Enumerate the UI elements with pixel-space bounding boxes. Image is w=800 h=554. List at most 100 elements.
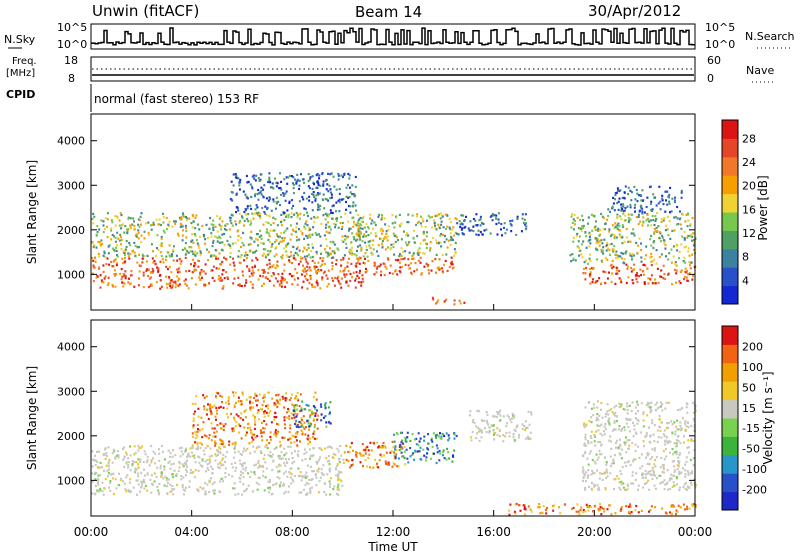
data-cell	[265, 423, 268, 426]
data-cell	[427, 442, 430, 445]
data-cell	[626, 483, 629, 486]
data-cell	[257, 192, 260, 195]
data-cell	[129, 217, 132, 220]
data-cell	[512, 433, 515, 436]
data-cell	[307, 185, 310, 188]
data-cell	[97, 477, 100, 481]
data-cell	[218, 275, 220, 278]
data-cell	[443, 300, 446, 303]
data-cell	[354, 204, 357, 207]
data-cell	[451, 263, 454, 266]
data-cell	[171, 455, 174, 458]
data-cell	[661, 421, 663, 424]
data-cell	[214, 453, 217, 456]
data-cell	[315, 460, 318, 463]
data-cell	[592, 214, 595, 217]
data-cell	[165, 477, 168, 480]
data-cell	[160, 255, 163, 258]
data-cell	[358, 218, 361, 221]
data-cell	[240, 254, 243, 257]
data-cell	[325, 179, 327, 182]
data-cell	[334, 276, 336, 279]
data-cell	[154, 262, 157, 265]
data-cell	[253, 464, 256, 467]
data-cell	[516, 215, 519, 218]
data-cell	[686, 469, 689, 472]
data-cell	[110, 227, 113, 230]
data-cell	[305, 270, 308, 273]
data-cell	[106, 236, 109, 239]
data-cell	[302, 270, 305, 273]
data-cell	[612, 250, 615, 253]
data-cell	[443, 434, 446, 437]
data-cell	[158, 459, 161, 462]
data-cell	[123, 446, 126, 449]
data-cell	[98, 267, 100, 270]
data-cell	[213, 254, 216, 257]
data-cell	[385, 451, 388, 454]
data-cell	[687, 426, 690, 429]
nsearch-tick-bottom: 10^0	[705, 38, 735, 51]
data-cell	[453, 254, 456, 257]
data-cell	[221, 279, 224, 282]
data-cell	[199, 254, 202, 257]
data-cell	[665, 401, 668, 404]
data-cell	[326, 183, 329, 186]
data-cell	[253, 174, 256, 177]
data-cell	[177, 234, 180, 237]
data-cell	[131, 459, 134, 463]
data-cell	[299, 471, 302, 474]
data-cell	[671, 460, 674, 463]
data-cell	[597, 486, 600, 489]
data-cell	[601, 215, 604, 218]
data-cell	[658, 230, 661, 234]
data-cell	[306, 287, 309, 290]
data-cell	[100, 280, 103, 284]
data-cell	[357, 259, 360, 262]
data-cell	[488, 431, 491, 434]
data-cell	[193, 268, 196, 271]
data-cell	[615, 475, 618, 478]
data-cell	[658, 418, 661, 421]
data-cell	[241, 215, 243, 218]
colorbar-segment	[722, 454, 738, 474]
data-cell	[356, 249, 358, 252]
data-cell	[356, 257, 359, 260]
data-cell	[417, 249, 419, 252]
data-cell	[281, 240, 284, 243]
data-cell	[675, 477, 678, 480]
data-cell	[512, 414, 514, 417]
data-cell	[264, 212, 267, 215]
data-cell	[311, 187, 314, 190]
data-cell	[469, 220, 472, 223]
data-cell	[119, 477, 122, 480]
data-cell	[439, 432, 441, 435]
data-cell	[608, 243, 611, 246]
data-cell	[106, 454, 108, 457]
data-cell	[253, 471, 256, 474]
data-cell	[142, 271, 145, 274]
data-cell	[263, 211, 266, 214]
data-cell	[631, 258, 633, 261]
data-cell	[352, 220, 355, 223]
data-cell	[311, 233, 314, 236]
freq-tick-bottom: 8	[68, 72, 75, 85]
data-cell	[278, 463, 280, 466]
data-cell	[301, 400, 304, 403]
data-cell	[327, 421, 330, 424]
data-cell	[384, 223, 387, 226]
data-cell	[291, 403, 294, 406]
data-cell	[668, 252, 671, 255]
data-cell	[579, 508, 582, 512]
data-cell	[186, 455, 189, 459]
data-cell	[296, 391, 299, 395]
data-cell	[327, 252, 330, 255]
data-cell	[243, 284, 246, 287]
data-cell	[193, 270, 196, 273]
data-cell	[221, 220, 224, 223]
data-cell	[538, 503, 541, 506]
data-cell	[98, 450, 100, 453]
data-cell	[586, 457, 589, 460]
data-cell	[456, 222, 459, 225]
data-cell	[297, 454, 300, 457]
